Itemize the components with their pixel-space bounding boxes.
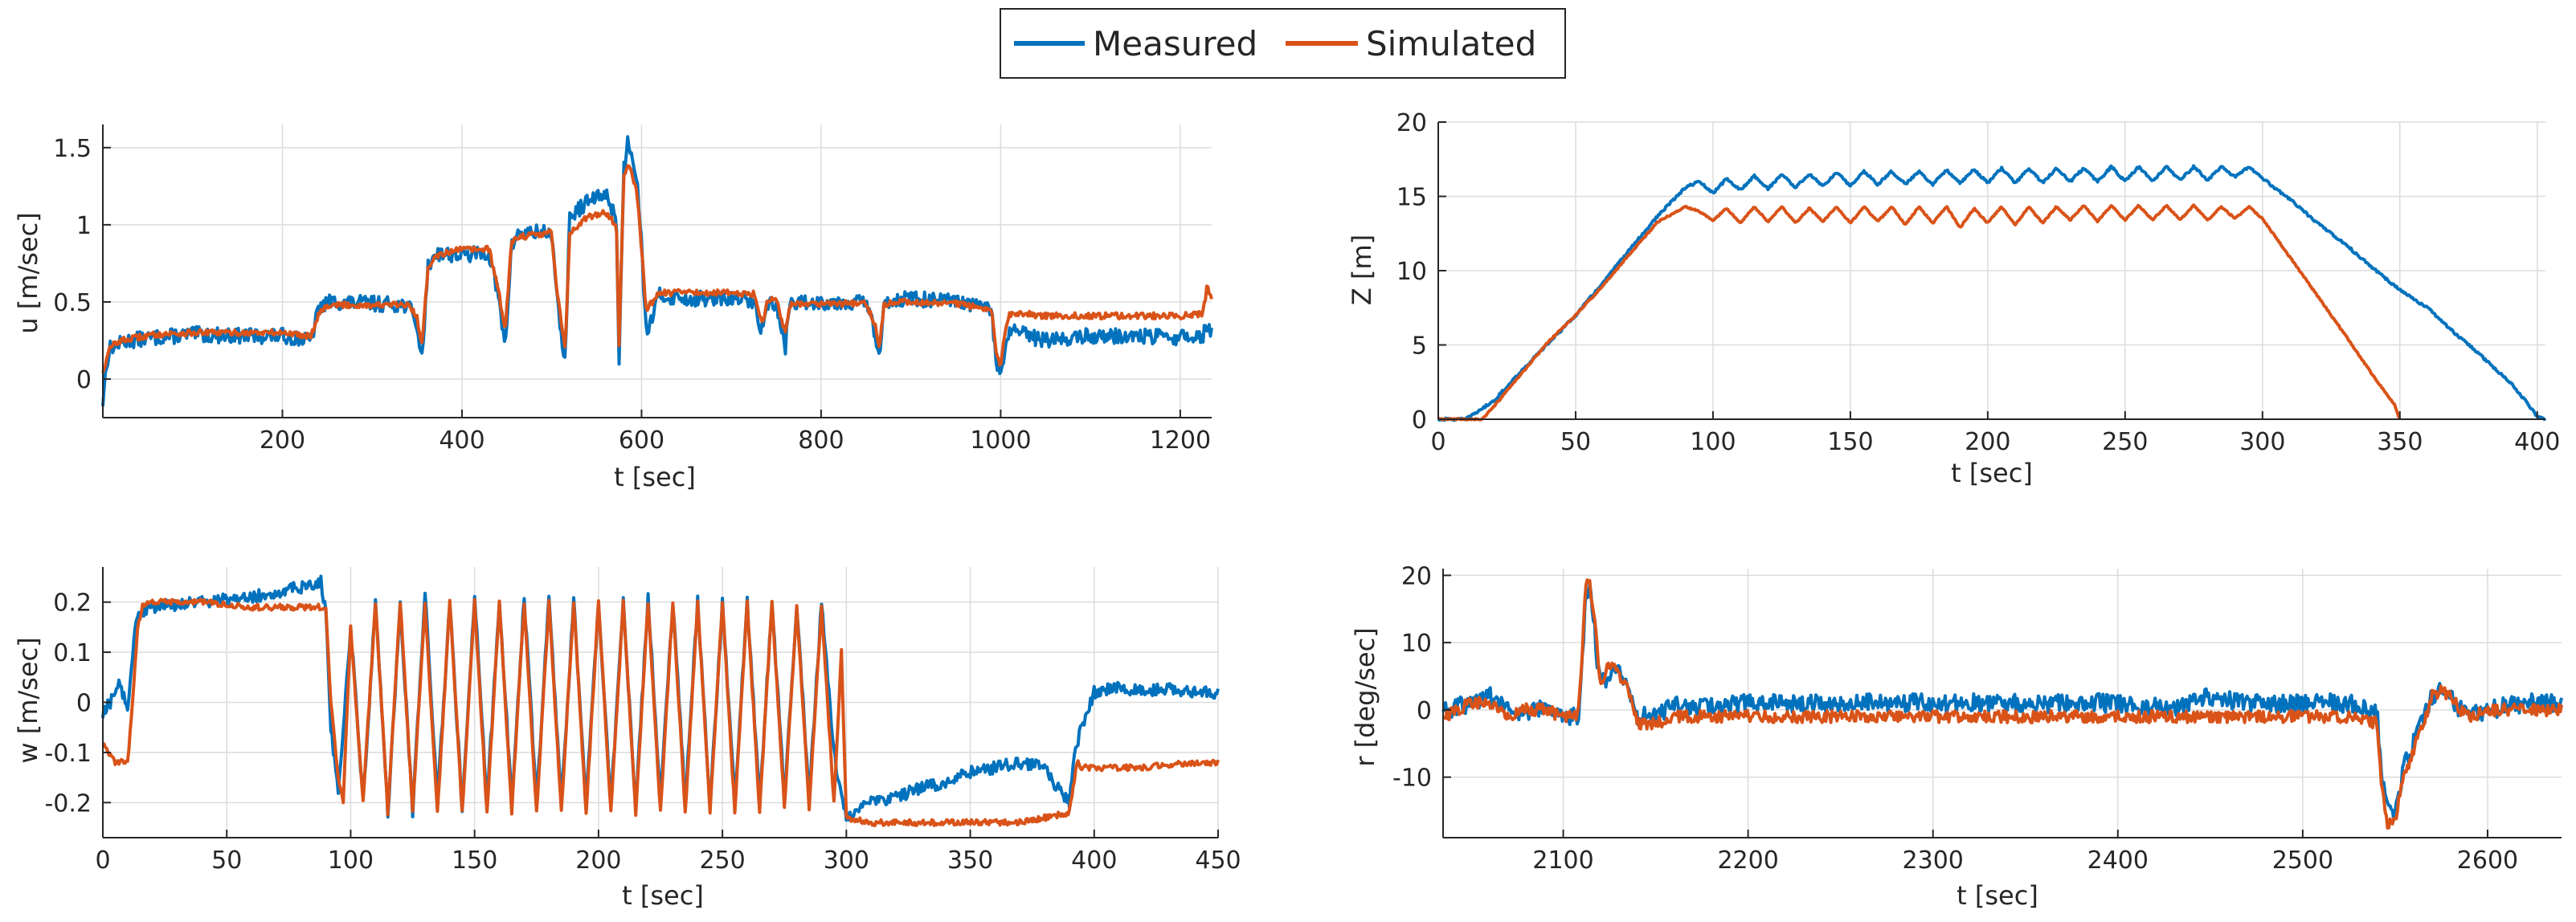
u-chart: t [sec] u [m/sec] 200 400 600 800 1000 1200 0 0… <box>13 124 1213 492</box>
z-xtick-label: 200 <box>1965 428 2010 456</box>
z-xtick-label: 300 <box>2239 428 2285 456</box>
z-xtick-label: 0 <box>1430 428 1445 456</box>
w-ytick-label: 0.2 <box>53 590 92 618</box>
z-ytick-label: 0 <box>1412 406 1427 434</box>
z-xtick-label: 250 <box>2102 428 2148 456</box>
r-ytick-label: 10 <box>1401 630 1432 658</box>
u-xtick-label: 200 <box>260 426 305 455</box>
u-series-simulated <box>101 164 1213 373</box>
w-ytick-label: 0 <box>76 690 92 718</box>
z-ytick-label: 10 <box>1396 258 1427 286</box>
z-xtick-label: 100 <box>1690 428 1736 456</box>
r-xtick-label: 2200 <box>1717 847 1778 875</box>
u-ytick-label: 0.5 <box>53 289 92 317</box>
legend: Measured Simulated <box>1000 8 1566 79</box>
w-xtick-label: 150 <box>452 847 497 875</box>
u-chart-ylabel: u [m/sec] <box>13 212 43 333</box>
w-chart: t [sec] w [m/sec] 0 50 100 150 200 250 300 350 4… <box>13 567 1241 911</box>
w-xtick-label: 50 <box>211 847 242 875</box>
r-xtick-label: 2600 <box>2457 847 2518 875</box>
r-chart-xlabel: t [sec] <box>1957 880 2038 911</box>
r-ytick-label: 0 <box>1417 697 1432 725</box>
r-xtick-label: 2400 <box>2087 847 2149 875</box>
w-chart-ylabel: w [m/sec] <box>13 637 43 763</box>
w-xtick-label: 400 <box>1071 847 1117 875</box>
legend-box <box>1000 8 1566 79</box>
z-chart-ylabel: Z [m] <box>1347 235 1377 305</box>
z-ytick-label: 5 <box>1412 332 1427 361</box>
u-xtick-label: 800 <box>798 426 844 455</box>
w-series-simulated <box>101 598 1220 827</box>
z-xtick-label: 400 <box>2514 428 2560 456</box>
z-ytick-label: 15 <box>1396 184 1427 212</box>
z-xtick-label: 150 <box>1827 428 1873 456</box>
w-xtick-label: 0 <box>95 847 110 875</box>
w-chart-xlabel: t [sec] <box>622 880 704 911</box>
r-xtick-label: 2500 <box>2272 847 2333 875</box>
w-xtick-label: 100 <box>328 847 374 875</box>
w-series-measured <box>101 574 1220 822</box>
u-chart-xlabel: t [sec] <box>614 462 696 492</box>
r-series-simulated <box>1442 578 2563 830</box>
z-chart: t [sec] Z [m] 0 50 100 150 200 250 300 350 400 0 5… <box>1347 109 2560 488</box>
w-xtick-label: 300 <box>824 847 869 875</box>
u-xtick-label: 400 <box>439 426 485 455</box>
w-xtick-label: 350 <box>947 847 993 875</box>
u-series-measured <box>101 135 1213 406</box>
u-ytick-label: 1.5 <box>53 135 92 163</box>
u-xtick-label: 1000 <box>970 426 1031 455</box>
z-chart-xlabel: t [sec] <box>1951 458 2033 488</box>
legend-label-measured: Measured <box>1093 24 1257 63</box>
z-xtick-label: 50 <box>1560 428 1591 456</box>
r-ytick-label: -10 <box>1392 765 1432 793</box>
r-xtick-label: 2100 <box>1532 847 1593 875</box>
u-xtick-label: 600 <box>619 426 664 455</box>
r-series-measured <box>1441 581 2563 822</box>
r-ytick-label: 20 <box>1401 562 1432 590</box>
w-ytick-label: 0.1 <box>53 639 92 667</box>
r-chart: t [sec] r [deg/sec] 2100 2200 2300 2400 2500… <box>1350 562 2563 911</box>
z-xtick-label: 350 <box>2377 428 2423 456</box>
u-xtick-label: 1200 <box>1150 426 1211 455</box>
legend-label-simulated: Simulated <box>1366 24 1536 63</box>
w-ytick-label: -0.2 <box>44 789 92 818</box>
u-ytick-label: 0 <box>76 366 92 394</box>
u-ytick-label: 1 <box>76 212 92 240</box>
z-series-simulated <box>1437 203 2402 422</box>
w-ytick-label: -0.1 <box>44 740 92 768</box>
z-ytick-label: 20 <box>1396 109 1427 137</box>
w-xtick-label: 450 <box>1195 847 1241 875</box>
r-xtick-label: 2300 <box>1903 847 1964 875</box>
w-xtick-label: 200 <box>575 847 621 875</box>
r-chart-ylabel: r [deg/sec] <box>1350 627 1380 766</box>
w-xtick-label: 250 <box>699 847 745 875</box>
